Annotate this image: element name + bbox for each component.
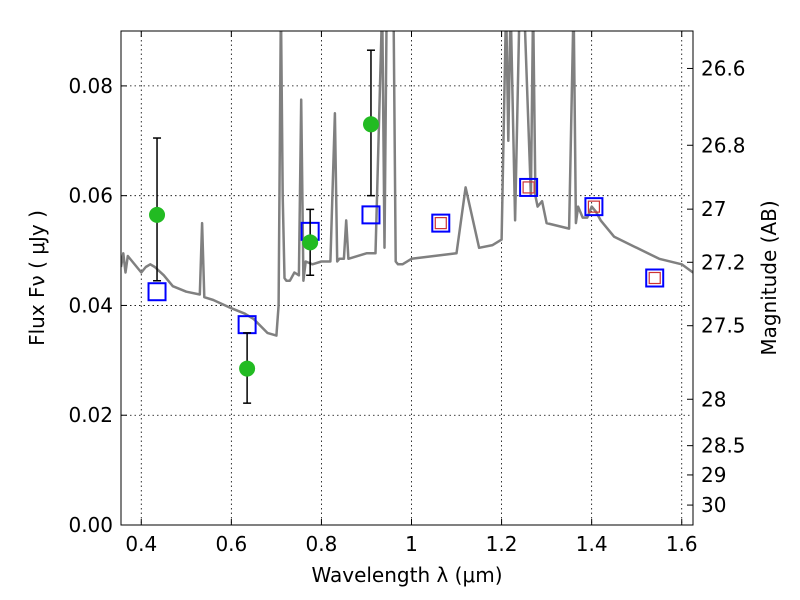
model-box-marker — [361, 205, 381, 225]
right-axis-tick-label: 26.6 — [701, 56, 746, 80]
right-axis-tick-label: 26.8 — [701, 133, 746, 157]
observed-point — [149, 206, 166, 223]
observed-point — [239, 360, 256, 377]
right-axis-tick-label: 28 — [701, 387, 726, 411]
plot-data — [121, 31, 693, 404]
spectrum-line — [121, 31, 693, 337]
y-tick-label: 0.02 — [68, 403, 113, 427]
model-box-marker — [431, 213, 451, 233]
x-tick-label: 0.6 — [215, 532, 247, 556]
y-axis-label-right: Magnitude (AB) — [757, 200, 781, 355]
x-tick-label: 1.6 — [666, 532, 698, 556]
right-axis-tick-label: 27.2 — [701, 250, 746, 274]
right-axis-tick-label: 29 — [701, 463, 726, 487]
x-tick-label: 1.2 — [486, 532, 518, 556]
model-box-marker — [645, 268, 665, 288]
right-axis-tick-label: 28.5 — [701, 434, 746, 458]
y-tick-label: 0.04 — [68, 293, 113, 317]
observed-point — [362, 116, 379, 133]
x-axis-label: Wavelength λ (μm) — [311, 563, 502, 587]
x-tick-label: 1.4 — [576, 532, 608, 556]
y-tick-label: 0.08 — [68, 74, 113, 98]
model-box-marker — [519, 177, 539, 197]
model-box-marker — [584, 197, 604, 217]
x-tick-label: 0.8 — [306, 532, 338, 556]
y-axis-label: Flux Fν ( μJy ) — [25, 210, 49, 346]
model-inner-marker — [434, 217, 447, 230]
observed-point — [302, 234, 319, 251]
model-inner-marker — [522, 181, 535, 194]
grid-lines — [121, 31, 693, 526]
x-tick-label: 0.4 — [125, 532, 157, 556]
right-axis-tick-label: 30 — [701, 493, 726, 517]
model-inner-marker — [587, 200, 601, 213]
right-axis-tick-label: 27 — [701, 197, 726, 221]
model-inner-marker — [648, 271, 661, 285]
plot-frame — [120, 30, 694, 526]
model-box-marker — [147, 282, 167, 302]
y-tick-label: 0.00 — [68, 513, 113, 537]
right-axis-tick-label: 27.5 — [701, 314, 746, 338]
x-tick-label: 1 — [405, 532, 418, 556]
axis-ticks: 0.4 0.6 0.8 1 1.2 1.4 1.6 0.00 0.02 0.04 0.06 0.08 2… — [68, 31, 746, 556]
y-tick-label: 0.06 — [68, 184, 113, 208]
